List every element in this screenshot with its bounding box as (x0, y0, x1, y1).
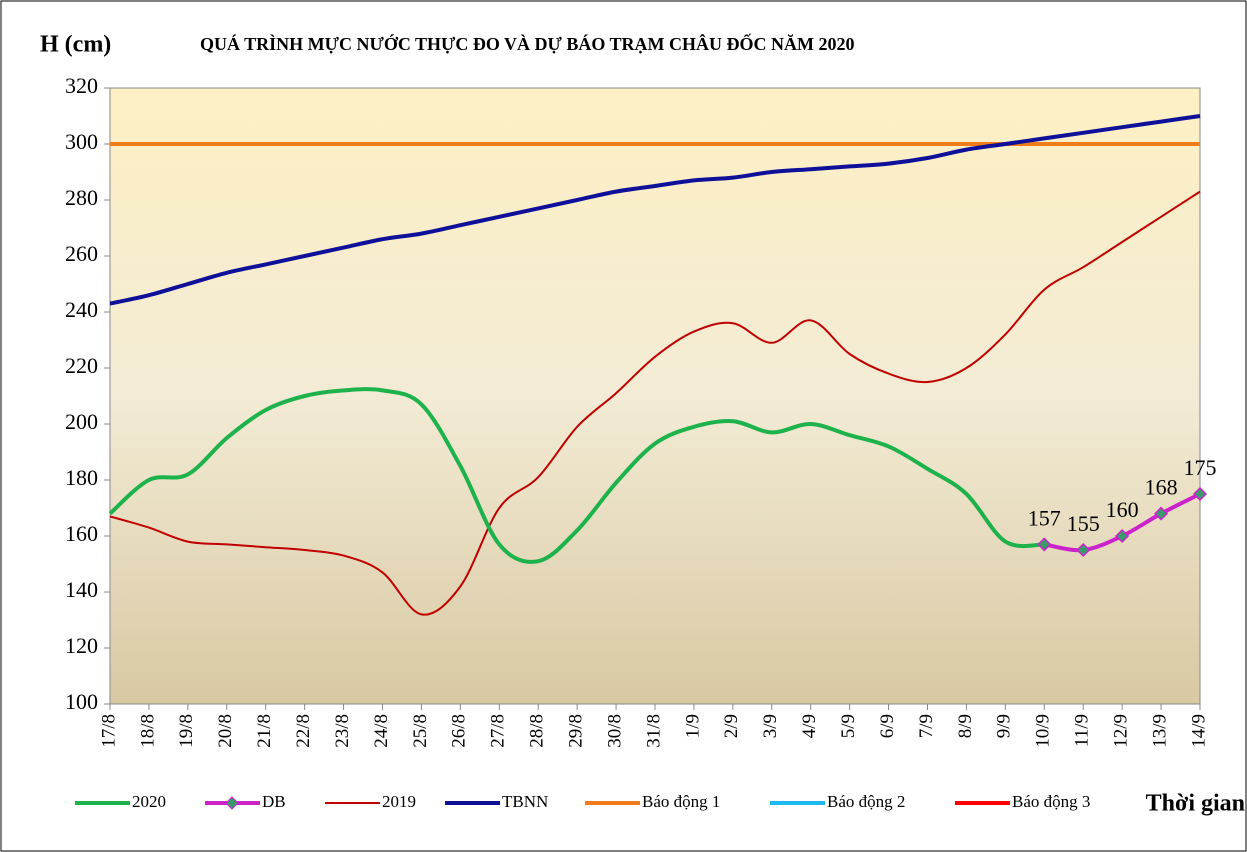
data-label: 155 (1067, 511, 1100, 536)
legend-label: 2020 (132, 792, 166, 811)
x-tick-label: 14/9 (1188, 714, 1209, 748)
plot-area (109, 87, 1201, 705)
series-line (109, 114, 1201, 306)
data-label: 168 (1145, 475, 1178, 500)
x-tick-label: 29/8 (566, 714, 587, 748)
y-tick-label: 160 (65, 521, 98, 546)
y-tick-label: 180 (65, 465, 98, 490)
y-axis-label: H (cm) (40, 32, 111, 58)
marker (1076, 542, 1091, 558)
x-tick-label: 8/9 (955, 714, 976, 738)
x-tick-label: 24/8 (371, 714, 392, 748)
legend-label: TBNN (502, 792, 548, 811)
x-tick-label: 26/8 (449, 714, 470, 748)
y-tick-label: 220 (65, 353, 98, 378)
x-tick-label: 10/9 (1033, 714, 1054, 748)
x-tick-label: 28/8 (527, 714, 548, 748)
legend-label: Báo động 3 (1012, 792, 1090, 811)
x-tick-label: 19/8 (176, 714, 197, 748)
data-label: 160 (1106, 497, 1139, 522)
x-tick-label: 11/9 (1072, 714, 1093, 747)
x-tick-label: 3/9 (760, 714, 781, 738)
data-label: 157 (1028, 505, 1061, 530)
x-tick-label: 2/9 (721, 714, 742, 738)
x-tick-label: 6/9 (877, 714, 898, 738)
marker (1115, 528, 1130, 544)
legend-label: Báo động 1 (642, 792, 720, 811)
x-tick-label: 18/8 (137, 714, 158, 748)
y-tick-label: 320 (65, 73, 98, 98)
y-tick-label: 240 (65, 297, 98, 322)
legend-label: DB (262, 792, 286, 811)
data-label: 175 (1184, 455, 1217, 480)
y-tick-label: 200 (65, 409, 98, 434)
marker (1037, 537, 1052, 552)
legend-label: Báo động 2 (827, 792, 905, 811)
x-tick-label: 20/8 (215, 714, 236, 748)
x-tick-label: 31/8 (643, 714, 664, 748)
x-tick-label: 21/8 (254, 714, 275, 748)
y-tick-label: 100 (65, 689, 98, 714)
x-axis-label: Thời gian (1146, 791, 1245, 817)
x-tick-label: 22/8 (293, 714, 314, 748)
x-tick-label: 25/8 (410, 714, 431, 748)
x-tick-label: 27/8 (488, 714, 509, 748)
marker (1192, 486, 1208, 502)
y-tick-label: 300 (65, 129, 98, 154)
x-tick-label: 5/9 (838, 714, 859, 738)
x-tick-label: 9/9 (994, 714, 1015, 738)
x-tick-label: 1/9 (682, 714, 703, 738)
x-tick-label: 12/9 (1111, 714, 1132, 748)
series-line (108, 387, 1045, 564)
chart-title: QUÁ TRÌNH MỰC NƯỚC THỰC ĐO VÀ DỰ BÁO TRẠ… (200, 33, 855, 54)
y-tick-label: 140 (65, 577, 98, 602)
x-tick-label: 7/9 (916, 714, 937, 738)
x-tick-label: 4/9 (799, 714, 820, 738)
series-line (109, 190, 1201, 616)
y-tick-label: 280 (65, 185, 98, 210)
x-tick-label: 13/9 (1149, 714, 1170, 748)
y-tick-label: 120 (65, 633, 98, 658)
marker (1154, 506, 1169, 521)
legend-marker (225, 796, 239, 810)
legend-label: 2019 (382, 792, 416, 811)
x-tick-label: 17/8 (98, 714, 119, 748)
x-tick-label: 30/8 (604, 714, 625, 748)
y-tick-label: 260 (65, 241, 98, 266)
x-tick-label: 23/8 (332, 714, 353, 748)
